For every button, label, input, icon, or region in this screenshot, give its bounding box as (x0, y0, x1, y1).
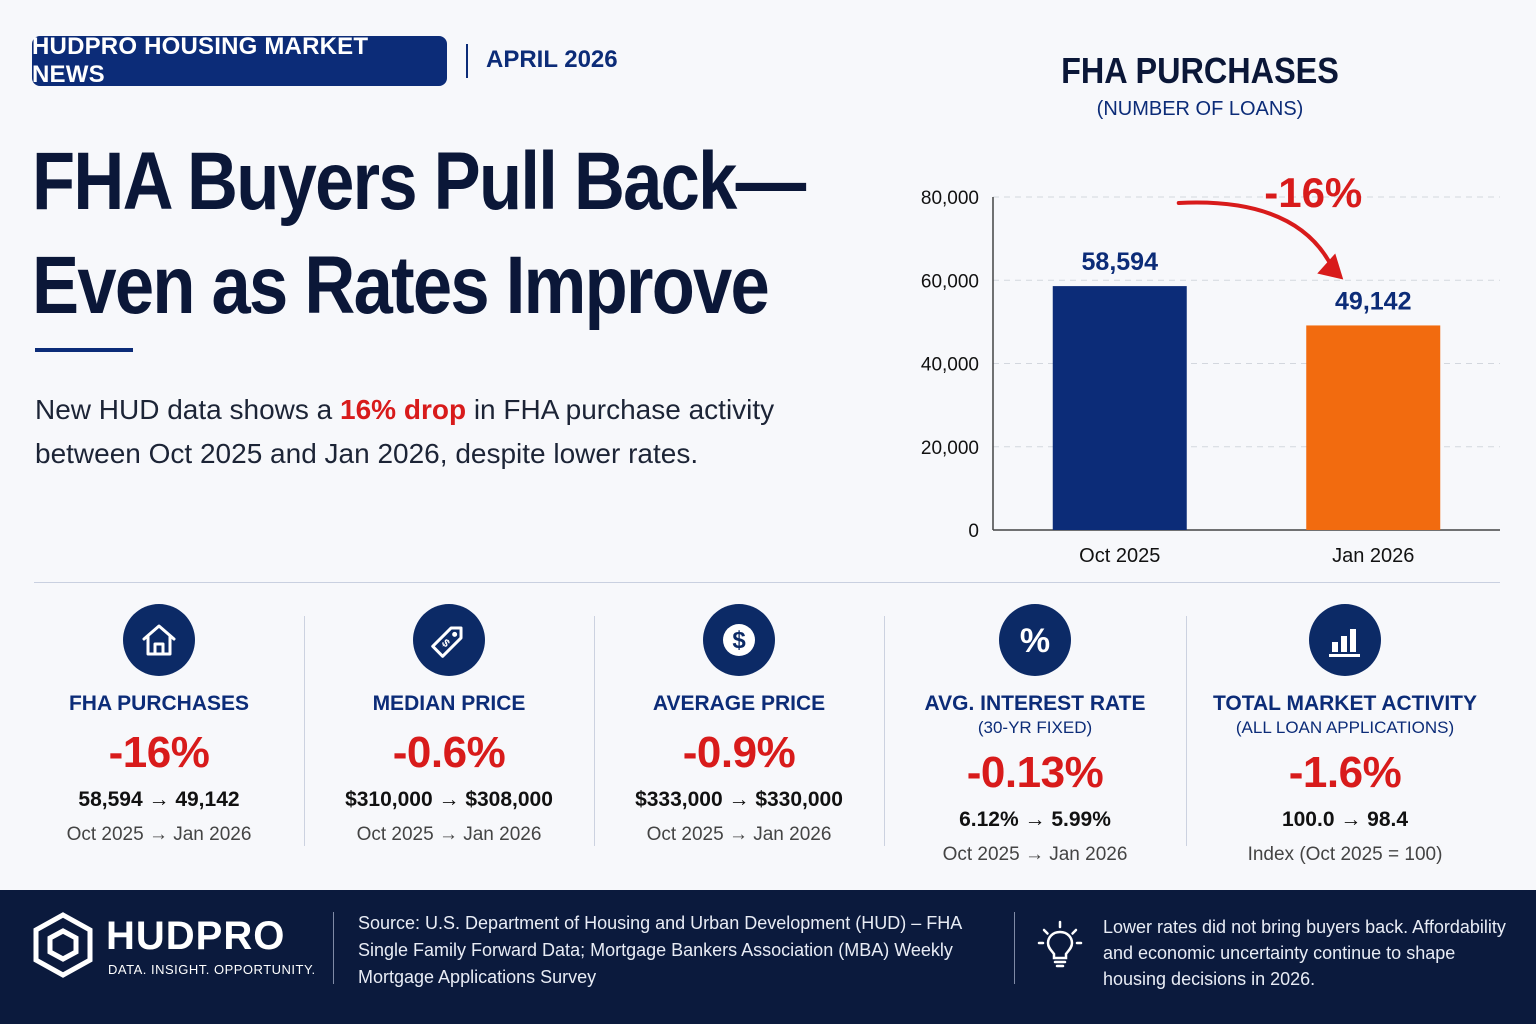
subtext-after: in FHA purchase activity between Oct 202… (35, 394, 775, 469)
stat-values: 58,594 → 49,142 (78, 788, 240, 811)
stat-change: -16% (108, 728, 210, 777)
stat-period: Index (Oct 2025 = 100) (1247, 844, 1443, 865)
stat-divider (594, 616, 595, 846)
headline: FHA Buyers Pull Back— Even as Rates Impr… (32, 130, 806, 338)
bar (1306, 325, 1441, 530)
bar-chart-icon (1309, 604, 1381, 676)
stat-period: Oct 2025 → Jan 2026 (66, 824, 252, 845)
subtext-highlight: 16% drop (340, 394, 467, 425)
stat-sublabel: (30-YR FIXED) (977, 718, 1093, 737)
stat-period: Oct 2025 → Jan 2026 (356, 824, 542, 845)
y-tick-label: 40,000 (921, 355, 979, 376)
lightbulb-icon (1037, 920, 1083, 968)
section-divider (34, 582, 1500, 583)
stat-period: Oct 2025 → Jan 2026 (646, 824, 832, 845)
footer: HUDPRO DATA. INSIGHT. OPPORTUNITY. Sourc… (0, 890, 1536, 1024)
svg-text:$: $ (732, 627, 746, 654)
stat-label: FHA PURCHASES (68, 692, 250, 715)
stat-divider (1186, 616, 1187, 846)
stat-values: 6.12% → 5.99% (959, 808, 1111, 831)
stat-change: -0.9% (682, 728, 796, 777)
x-tick-label: Jan 2026 (1332, 545, 1414, 567)
headline-line-2: Even as Rates Improve (32, 240, 770, 331)
hudpro-logo-icon (33, 912, 93, 978)
stat-interest-rate: % AVG. INTEREST RATE (30-YR FIXED) -0.13… (884, 600, 1186, 870)
x-tick-label: Oct 2025 (1079, 545, 1160, 567)
logo-name: HUDPRO (106, 914, 286, 958)
y-tick-label: 0 (968, 521, 979, 542)
stat-label: AVG. INTEREST RATE (924, 692, 1146, 715)
subtext: New HUD data shows a 16% drop in FHA pur… (35, 388, 815, 476)
stats-row: FHA PURCHASES -16% 58,594 → 49,142 Oct 2… (14, 600, 1494, 870)
stat-values: 100.0 → 98.4 (1281, 808, 1409, 831)
stat-label: AVERAGE PRICE (652, 692, 826, 715)
stat-label: MEDIAN PRICE (372, 692, 526, 715)
y-tick-label: 80,000 (921, 188, 979, 209)
y-tick-label: 60,000 (921, 271, 979, 292)
stat-median-price: $ MEDIAN PRICE -0.6% $310,000 → $308,000… (304, 600, 594, 870)
stat-change: -1.6% (1288, 748, 1402, 797)
annotation-arrowhead (1317, 253, 1344, 280)
stat-sublabel: (ALL LOAN APPLICATIONS) (1235, 718, 1455, 737)
percent-icon: % (999, 604, 1071, 676)
stat-period: Oct 2025 → Jan 2026 (942, 844, 1128, 865)
stat-change: -0.6% (392, 728, 506, 777)
footer-divider (1014, 912, 1015, 984)
price-tag-icon: $ (413, 604, 485, 676)
stat-values: $310,000 → $308,000 (345, 788, 553, 811)
fha-purchases-chart: 0 20,000 40,000 60,000 80,000 58,594 Oct 2025 4… (921, 169, 1500, 567)
annotation-arrow (1176, 200, 1336, 272)
subtext-before: New HUD data shows a (35, 394, 341, 425)
stat-divider (304, 616, 305, 846)
stat-average-price: $ AVERAGE PRICE -0.9% $333,000 → $330,00… (594, 600, 884, 870)
stat-change: -0.13% (966, 748, 1104, 797)
issue-date: APRIL 2026 (486, 46, 618, 73)
annotation-label: -16% (1264, 169, 1362, 216)
header-divider (466, 44, 468, 78)
dollar-icon: $ (703, 604, 775, 676)
data-label: 58,594 (1082, 248, 1159, 276)
news-badge: HUDPRO HOUSING MARKET NEWS (32, 33, 447, 88)
headline-rule (35, 348, 133, 352)
stat-label: TOTAL MARKET ACTIVITY (1212, 692, 1478, 715)
insight-note: Lower rates did not bring buyers back. A… (1103, 917, 1506, 989)
source-text: Source: U.S. Department of Housing and U… (358, 913, 962, 987)
chart-subtitle: (NUMBER OF LOANS) (1096, 98, 1304, 120)
house-icon (123, 604, 195, 676)
svg-text:%: % (1020, 622, 1050, 660)
stat-fha-purchases: FHA PURCHASES -16% 58,594 → 49,142 Oct 2… (14, 600, 304, 870)
logo-tagline: DATA. INSIGHT. OPPORTUNITY. (108, 962, 316, 977)
y-tick-label: 20,000 (921, 438, 979, 459)
data-label: 49,142 (1335, 287, 1411, 315)
stat-values: $333,000 → $330,000 (635, 788, 843, 811)
chart-title: FHA PURCHASES (1061, 50, 1339, 91)
bar (1052, 286, 1187, 530)
stat-divider (884, 616, 885, 846)
stat-total-market-activity: TOTAL MARKET ACTIVITY (ALL LOAN APPLICAT… (1186, 600, 1504, 870)
headline-line-1: FHA Buyers Pull Back— (32, 136, 806, 227)
footer-divider (333, 912, 334, 984)
